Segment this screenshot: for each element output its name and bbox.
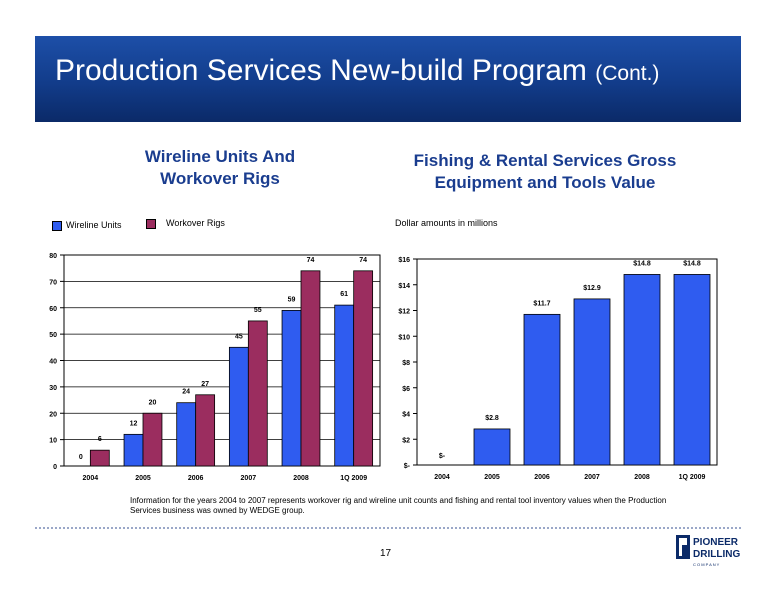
y-tick-label-1-1: $2 <box>402 437 410 444</box>
data-label-0-0-1: 12 <box>130 420 138 427</box>
footnote: Information for the years 2004 to 2007 r… <box>130 496 667 515</box>
slide-title-suffix: (Cont.) <box>595 62 660 85</box>
data-label-0-1-2: 27 <box>201 381 209 388</box>
data-label-1-0-0: $- <box>439 453 446 460</box>
y-tick-label-1-3: $6 <box>402 386 410 393</box>
y-tick-label-0-2: 20 <box>49 411 57 418</box>
data-label-0-0-3: 45 <box>235 333 243 340</box>
data-label-0-0-0: 0 <box>79 454 83 461</box>
bar-0-0-5 <box>334 304 355 467</box>
left-chart-title: Wireline Units And Workover Rigs <box>95 146 345 190</box>
x-tick-label-0-4: 2008 <box>293 475 309 482</box>
slide-title-main: Production Services New-build Program <box>55 54 587 87</box>
y-tick-label-1-4: $8 <box>402 360 410 367</box>
data-label-1-0-2: $11.7 <box>533 300 550 307</box>
data-label-0-1-3: 55 <box>254 307 262 314</box>
y-tick-label-1-0: $- <box>404 463 411 470</box>
data-label-0-1-1: 20 <box>149 399 157 406</box>
bar-0-0-1 <box>123 433 144 467</box>
wireline-workover-chart: 0 10 20 30 40 50 60 70 80 2004 0 6 2005 12 20 2006 24 27 2… <box>49 253 381 482</box>
data-label-0-1-4: 74 <box>307 257 315 264</box>
y-tick-label-1-5: $10 <box>398 334 410 341</box>
legend-swatch-workover <box>146 219 156 229</box>
pioneer-drilling-logo: PIONEER DRILLING C O M P A N Y <box>676 535 740 567</box>
bar-0-1-0 <box>89 449 110 467</box>
footer-divider <box>35 527 741 529</box>
title-banner: Production Services New-build Program (C… <box>35 36 741 122</box>
x-tick-label-1-4: 2008 <box>634 474 650 481</box>
plot-area-1 <box>416 258 718 466</box>
data-label-0-0-4: 59 <box>288 296 296 303</box>
data-label-1-0-1: $2.8 <box>485 415 499 422</box>
y-tick-label-1-7: $14 <box>398 283 410 290</box>
x-tick-label-1-1: 2005 <box>484 474 500 481</box>
bar-1-0-3 <box>573 298 611 466</box>
fishing-rental-chart: $- $2 $4 $6 $8 $10 $12 $14 $16 2004 $- 2005 $2.8 2006… <box>398 257 718 481</box>
data-label-1-0-4: $14.8 <box>633 260 651 267</box>
page-number: 17 <box>380 548 392 559</box>
x-tick-label-0-0: 2004 <box>83 475 99 482</box>
slide-title: Production Services New-build Program (C… <box>55 54 659 88</box>
bar-0-1-1 <box>142 412 163 467</box>
data-label-0-1-5: 74 <box>359 257 367 264</box>
x-tick-label-1-0: 2004 <box>434 474 450 481</box>
x-tick-label-1-2: 2006 <box>534 474 550 481</box>
legend-label-workover: Workover Rigs <box>166 218 225 228</box>
bar-0-1-5 <box>353 270 374 467</box>
y-tick-label-0-8: 80 <box>49 253 57 260</box>
data-label-1-0-5: $14.8 <box>683 260 701 267</box>
bar-1-0-5 <box>673 274 711 466</box>
bar-0-1-2 <box>195 394 216 467</box>
x-tick-label-1-5: 1Q 2009 <box>679 474 706 481</box>
y-tick-label-0-3: 30 <box>49 385 57 392</box>
data-label-0-0-5: 61 <box>340 291 348 298</box>
right-chart-title: Fishing & Rental Services Gross Equipmen… <box>385 150 705 194</box>
right-chart-subtitle: Dollar amounts in millions <box>395 218 498 228</box>
x-tick-label-0-1: 2005 <box>135 475 151 482</box>
logo-line3: C O M P A N Y <box>693 562 720 567</box>
y-tick-label-0-4: 40 <box>49 359 57 366</box>
legend-swatch-wireline <box>52 221 62 231</box>
bar-1-0-4 <box>623 274 661 466</box>
bar-0-1-4 <box>300 270 321 467</box>
bar-0-1-3 <box>247 320 268 467</box>
y-tick-label-0-7: 70 <box>49 279 57 286</box>
bar-0-0-3 <box>228 346 249 467</box>
x-tick-label-0-2: 2006 <box>188 475 204 482</box>
y-tick-label-0-5: 50 <box>49 332 57 339</box>
bar-0-0-4 <box>281 309 302 467</box>
y-tick-label-0-6: 60 <box>49 306 57 313</box>
data-label-1-0-3: $12.9 <box>583 285 601 292</box>
data-label-0-0-2: 24 <box>182 389 190 396</box>
x-tick-label-0-3: 2007 <box>241 475 257 482</box>
left-chart-title-line1: Wireline Units And <box>144 147 296 166</box>
y-tick-label-1-8: $16 <box>398 257 410 264</box>
x-tick-label-0-5: 1Q 2009 <box>340 475 367 482</box>
y-tick-label-1-6: $12 <box>398 309 410 316</box>
right-chart-title-line1: Fishing & Rental Services Gross <box>413 151 677 170</box>
y-tick-label-0-1: 10 <box>49 438 57 445</box>
bar-1-0-2 <box>523 313 561 466</box>
y-tick-label-0-0: 0 <box>53 464 57 471</box>
x-tick-label-1-3: 2007 <box>584 474 600 481</box>
legend-label-wireline: Wireline Units <box>66 220 122 230</box>
logo-line2: DRILLING <box>693 549 740 560</box>
right-chart-title-line2: Equipment and Tools Value <box>434 173 656 192</box>
bar-1-0-1 <box>473 428 511 466</box>
left-chart-title-line2: Workover Rigs <box>160 169 280 188</box>
logo-line1: PIONEER <box>693 537 739 548</box>
data-label-0-1-0: 6 <box>98 436 102 443</box>
bar-0-0-2 <box>176 402 197 467</box>
y-tick-label-1-2: $4 <box>402 412 410 419</box>
